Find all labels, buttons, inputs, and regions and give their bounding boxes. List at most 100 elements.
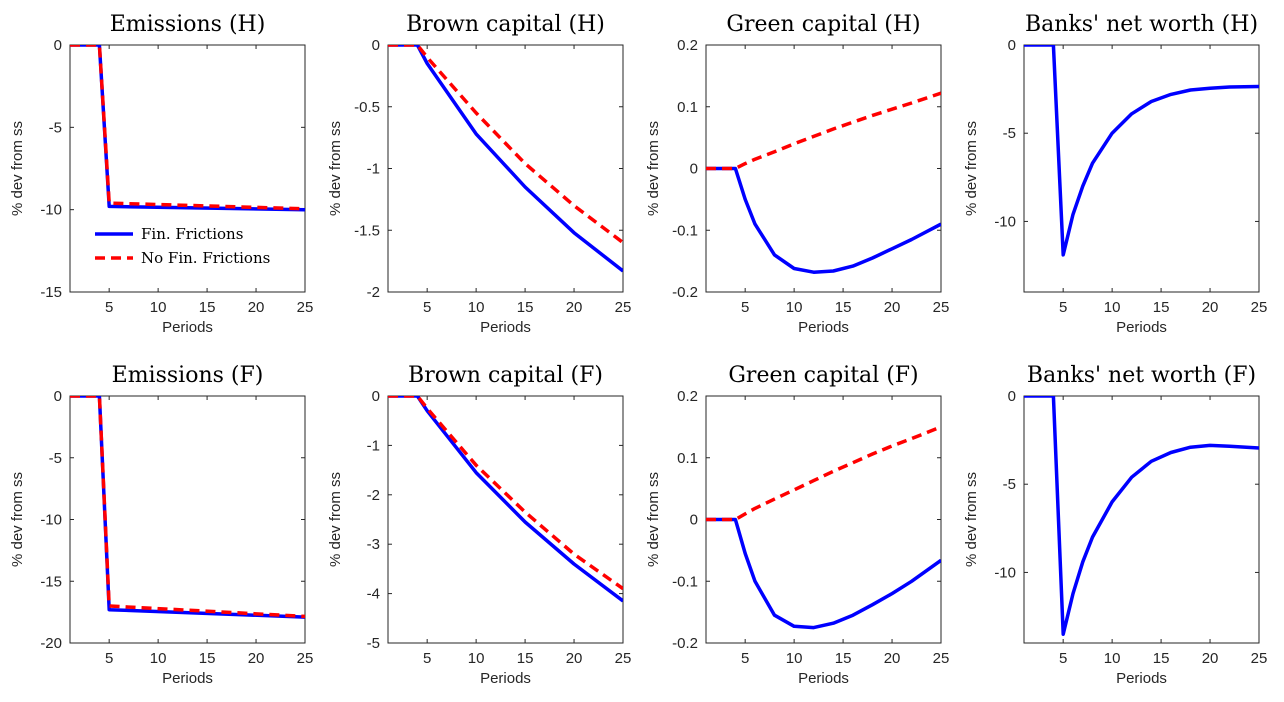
chart-2-axes-box: [705, 44, 942, 293]
chart-7-xtick-label: 15: [1153, 650, 1170, 667]
chart-2-xlabel: Periods: [798, 319, 849, 336]
chart-5-ytick-label: -4: [367, 586, 380, 603]
chart-4-ylabel: % dev from ss: [9, 472, 26, 567]
chart-4-ytick-label: 0: [54, 388, 62, 405]
chart-4-ytick-label: -15: [40, 573, 62, 590]
chart-3-xtick-label: 5: [1059, 299, 1067, 316]
chart-2-title: Green capital (H): [726, 12, 920, 37]
chart-0-ytick-label: -10: [40, 202, 62, 219]
chart-6-xtick-label: 25: [933, 650, 950, 667]
chart-0-ytick-label: 0: [54, 37, 62, 54]
chart-0-panel: Emissions (H) 5 10 15 20 25 0 -5 -10 -15 Periods % …: [9, 12, 313, 336]
chart-5-panel: Brown capital (F) 5 10 15 20 25 0 -1 -2 -3 -4 -5 Per…: [327, 363, 631, 687]
chart-0-xtick-label: 15: [199, 299, 216, 316]
chart-4-ytick-label: -5: [49, 450, 62, 467]
chart-2-xtick-label: 10: [786, 299, 803, 316]
chart-3-ylabel: % dev from ss: [963, 121, 980, 216]
chart-1-xtick-label: 25: [615, 299, 632, 316]
chart-6-xtick-label: 5: [741, 650, 749, 667]
chart-2-ytick-label: 0: [690, 161, 698, 178]
chart-6-series-no-fin-frictions-line: [706, 425, 941, 522]
chart-0-xtick-label: 5: [105, 299, 113, 316]
chart-0-ytick-label: -5: [49, 119, 62, 136]
chart-4-xtick-label: 20: [248, 650, 265, 667]
chart-1-xtick-label: 15: [517, 299, 534, 316]
chart-0-xlabel: Periods: [162, 319, 213, 336]
chart-4-xlabel: Periods: [162, 670, 213, 687]
chart-5-xtick-label: 10: [468, 650, 485, 667]
chart-7-xtick-label: 5: [1059, 650, 1067, 667]
chart-7-xtick-label: 10: [1104, 650, 1121, 667]
chart-5-ytick-label: -1: [367, 437, 380, 454]
chart-7-ylabel: % dev from ss: [963, 472, 980, 567]
chart-6-axes-box: [705, 395, 942, 644]
chart-3-xtick-label: 10: [1104, 299, 1121, 316]
chart-5-xtick-label: 15: [517, 650, 534, 667]
legend-label-fin-frictions: Fin. Frictions: [141, 225, 243, 243]
chart-7-axes-box: [1023, 395, 1260, 644]
chart-3-series-fin-frictions-line: [1024, 45, 1259, 257]
chart-4-xtick-label: 25: [297, 650, 314, 667]
chart-1-xtick-label: 20: [566, 299, 583, 316]
chart-6-ytick-label: -0.2: [672, 635, 698, 652]
chart-4-title: Emissions (F): [112, 363, 264, 388]
chart-5-axes-box: [387, 395, 624, 644]
chart-6-ytick-label: -0.1: [672, 573, 698, 590]
chart-3-panel: Banks' net worth (H) 5 10 15 20 25 0 -5 -10 Perio…: [963, 12, 1267, 336]
chart-4-xtick-label: 5: [105, 650, 113, 667]
chart-7-panel: Banks' net worth (F) 5 10 15 20 25 0 -5 -10 Perio…: [963, 363, 1267, 687]
chart-5-ytick-label: -2: [367, 487, 380, 504]
chart-2-xtick-label: 25: [933, 299, 950, 316]
chart-5-series-fin-frictions-line: [388, 396, 623, 603]
chart-2-ytick-label: -0.2: [672, 284, 698, 301]
chart-4-panel: Emissions (F) 5 10 15 20 25 0 -5 -10 -15 -20 Period…: [9, 363, 313, 687]
chart-0-title: Emissions (H): [110, 12, 266, 37]
chart-5-series-no-fin-frictions-line: [388, 396, 623, 591]
chart-6-series-fin-frictions-line: [706, 517, 941, 630]
chart-0-series-fin-frictions-line: [70, 45, 305, 212]
chart-1-xtick-label: 10: [468, 299, 485, 316]
chart-3-ytick-label: -10: [994, 213, 1016, 230]
chart-2-series-fin-frictions-line: [706, 166, 941, 274]
chart-2-xtick-label: 20: [884, 299, 901, 316]
chart-4-ytick-label: -10: [40, 512, 62, 529]
chart-7-ytick-label: 0: [1008, 388, 1016, 405]
chart-1-ytick-label: -1: [367, 161, 380, 178]
chart-3-xtick-label: 15: [1153, 299, 1170, 316]
chart-3-xlabel: Periods: [1116, 319, 1167, 336]
chart-7-ytick-label: -10: [994, 564, 1016, 581]
chart-7-ytick-label: -5: [1003, 476, 1016, 493]
chart-5-xtick-label: 25: [615, 650, 632, 667]
chart-2-panel: Green capital (H) 5 10 15 20 25 0.2 0.1 0 -0.1 -0.…: [645, 12, 949, 336]
chart-4-ytick-label: -20: [40, 635, 62, 652]
chart-6-panel: Green capital (F) 5 10 15 20 25 0.2 0.1 0 -0.1 -0.…: [645, 363, 949, 687]
chart-1-title: Brown capital (H): [406, 12, 605, 37]
chart-6-ytick-label: 0.1: [677, 450, 698, 467]
chart-3-axes-box: [1023, 44, 1260, 293]
chart-1-panel: Brown capital (H) 5 10 15 20 25 0 -0.5 -1 -1.5 -2 P…: [327, 12, 631, 336]
chart-2-ytick-label: -0.1: [672, 222, 698, 239]
chart-5-ytick-label: 0: [372, 388, 380, 405]
legend: Fin. Frictions No Fin. Frictions: [95, 225, 270, 267]
chart-1-xlabel: Periods: [480, 319, 531, 336]
chart-4-xtick-label: 15: [199, 650, 216, 667]
chart-1-ytick-label: 0: [372, 37, 380, 54]
chart-1-xtick-label: 5: [423, 299, 431, 316]
chart-2-ylabel: % dev from ss: [645, 121, 662, 216]
chart-4-xtick-label: 10: [150, 650, 167, 667]
chart-0-xtick-label: 10: [150, 299, 167, 316]
chart-2-xtick-label: 15: [835, 299, 852, 316]
chart-1-axes-box: [387, 44, 624, 293]
chart-5-ytick-label: -3: [367, 536, 380, 553]
chart-2-ytick-label: 0.1: [677, 99, 698, 116]
chart-0-xtick-label: 25: [297, 299, 314, 316]
chart-2-series-no-fin-frictions-line: [706, 91, 941, 171]
chart-7-xlabel: Periods: [1116, 670, 1167, 687]
chart-3-ytick-label: -5: [1003, 125, 1016, 142]
chart-6-xlabel: Periods: [798, 670, 849, 687]
chart-6-xtick-label: 15: [835, 650, 852, 667]
chart-6-title: Green capital (F): [728, 363, 918, 388]
chart-1-ylabel: % dev from ss: [327, 121, 344, 216]
chart-1-ytick-label: -0.5: [354, 99, 380, 116]
